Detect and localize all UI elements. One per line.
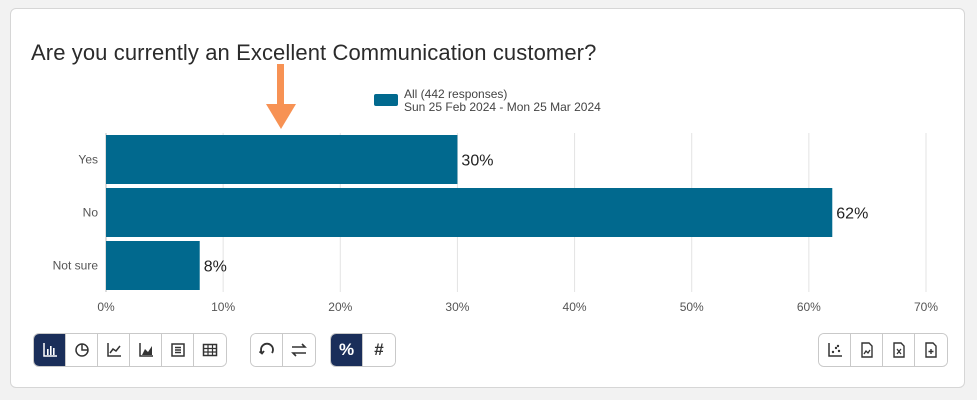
data-label: 62% [836,206,868,223]
export-toolbar [818,333,948,367]
scatter-export-icon [827,343,842,357]
percent-mode-label: % [338,340,355,359]
bar-chart-icon [42,343,57,357]
x-tick-label: 40% [563,300,587,314]
add-document-button[interactable] [915,334,947,366]
scatter-export-button[interactable] [819,334,851,366]
image-export-icon [860,342,873,358]
bar[interactable] [106,241,200,290]
list-view-button[interactable] [162,334,194,366]
swap-axes-button[interactable] [283,334,315,366]
line-chart-button[interactable] [98,334,130,366]
bar-chart-button[interactable] [34,334,66,366]
x-tick-label: 50% [680,300,704,314]
x-tick-label: 30% [445,300,469,314]
chart-type-group [33,333,227,367]
add-document-icon [925,342,937,358]
excel-export-button[interactable] [883,334,915,366]
value-mode-toolbar: % # [330,333,412,367]
table-icon [202,343,218,357]
refresh-button[interactable] [251,334,283,366]
export-group [818,333,948,367]
table-view-button[interactable] [194,334,226,366]
data-label: 30% [461,153,493,170]
value-mode-group: % # [330,333,396,367]
area-chart-icon [138,343,153,357]
area-chart-button[interactable] [130,334,162,366]
legend-date-range: Sun 25 Feb 2024 - Mon 25 Mar 2024 [404,100,601,114]
count-mode-button[interactable]: # [363,334,395,366]
excel-export-icon [892,342,905,358]
bar[interactable] [106,135,458,184]
image-export-button[interactable] [851,334,883,366]
transform-toolbar [250,333,332,367]
transform-group [250,333,316,367]
legend-swatch [374,94,398,106]
bar[interactable] [106,188,833,237]
count-mode-label: # [374,340,384,359]
category-label: Not sure [53,259,99,273]
bar-chart: 0% 10% 20% 30% 40% 50% 60% 70% Yes 30% No 62% Not su… [53,64,938,314]
x-tick-label: 10% [211,300,235,314]
legend-label: All (442 responses) [404,87,507,101]
pie-chart-button[interactable] [66,334,98,366]
pie-chart-icon [74,343,89,357]
x-tick-label: 70% [914,300,938,314]
down-arrow-icon [266,64,296,129]
list-icon [170,343,185,357]
chart-title: Are you currently an Excellent Communica… [31,40,597,65]
x-tick-label: 60% [797,300,821,314]
x-tick-label: 0% [97,300,115,314]
chart-type-toolbar [33,333,243,367]
swap-icon [291,343,307,357]
line-chart-icon [106,343,121,357]
percent-mode-button[interactable]: % [331,334,363,366]
x-tick-label: 20% [328,300,352,314]
data-label: 8% [204,259,227,276]
refresh-icon [258,342,274,355]
category-label: Yes [78,153,98,167]
category-label: No [83,206,99,220]
